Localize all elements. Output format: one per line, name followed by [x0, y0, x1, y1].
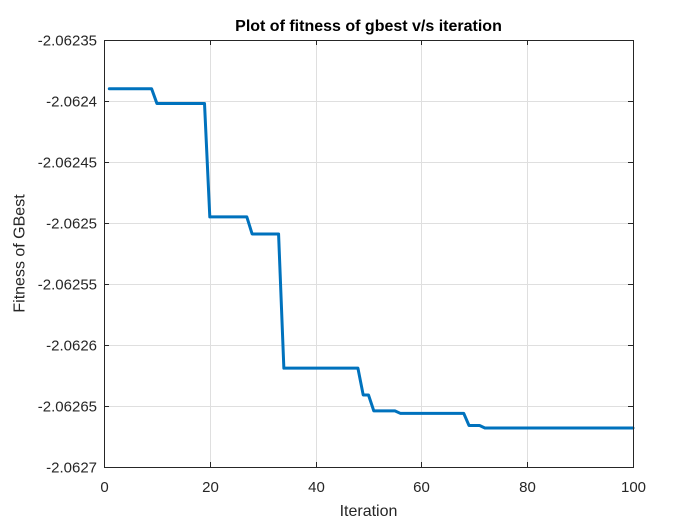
- x-tick-label: 100: [621, 479, 646, 496]
- y-tick-label: -2.0627: [46, 460, 97, 477]
- y-tick-label: -2.0624: [46, 94, 97, 111]
- y-tick-label: -2.06235: [38, 33, 97, 50]
- y-tick-label: -2.0626: [46, 338, 97, 355]
- axes-box: [104, 40, 634, 468]
- y-tick-label: -2.0625: [46, 216, 97, 233]
- y-axis-label: Fitness of GBest: [12, 194, 29, 313]
- x-tick-label: 20: [202, 479, 219, 496]
- x-axis-label: Iteration: [340, 503, 398, 520]
- series-layer: [107, 87, 635, 430]
- ticks: 0 20 40 60 80 100 -2.0627 -2.06265 -2.0626 -2.062…: [38, 33, 646, 497]
- x-tick-label: 40: [308, 479, 325, 496]
- y-tick-label: -2.06265: [38, 399, 97, 416]
- series-line: [107, 87, 635, 430]
- y-tick-label: -2.06255: [38, 277, 97, 294]
- x-tick-label: 80: [519, 479, 536, 496]
- y-tick-label: -2.06245: [38, 155, 97, 172]
- chart-title: Plot of fitness of gbest v/s iteration: [235, 18, 502, 35]
- x-tick-label: 0: [100, 479, 108, 496]
- x-tick-label: 60: [413, 479, 430, 496]
